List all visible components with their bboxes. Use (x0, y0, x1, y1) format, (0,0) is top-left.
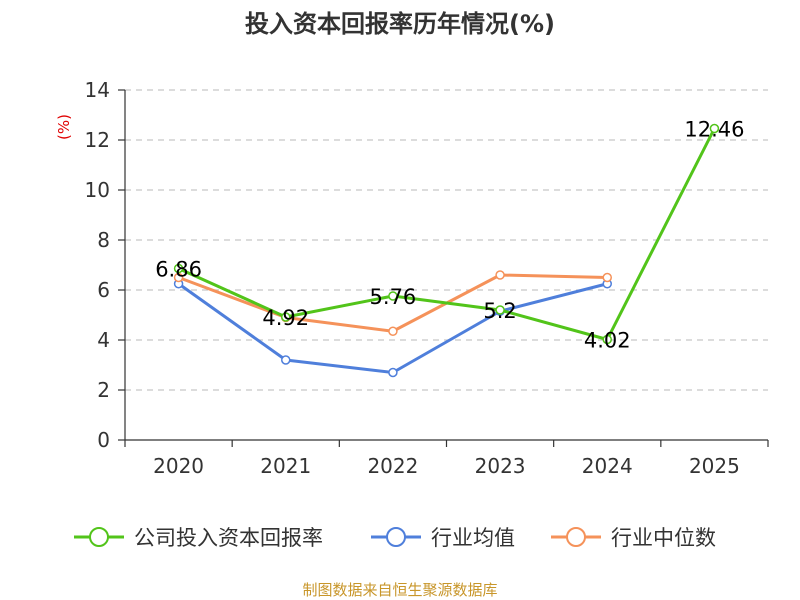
y-tick-label: 8 (97, 228, 110, 252)
x-tick-label: 2023 (475, 454, 526, 478)
legend-marker (566, 527, 586, 547)
x-tick-label: 2025 (689, 454, 740, 478)
data-point (173, 263, 184, 274)
data-label: 5.2 (483, 299, 516, 323)
data-point (173, 272, 184, 283)
data-label: 6.86 (155, 258, 202, 282)
data-point (495, 270, 505, 280)
data-label: 5.76 (370, 285, 417, 309)
legend: 公司投入资本回报率 行业均值 行业中位数 (74, 526, 716, 550)
source-note: 制图数据来自恒生聚源数据库 (302, 581, 497, 599)
data-point (495, 305, 505, 315)
data-point (281, 355, 291, 365)
y-axis-unit: (%) (55, 114, 73, 140)
data-point (388, 367, 398, 378)
legend-label: 行业均值 (431, 526, 515, 550)
data-label: 4.92 (262, 306, 309, 330)
y-tick-label: 12 (85, 128, 110, 152)
chart-title: 投入资本回报率历年情况(%) (245, 10, 555, 38)
y-tick-label: 10 (85, 178, 110, 202)
y-tick-label: 0 (97, 428, 110, 452)
series (173, 123, 720, 378)
data-labels: 6.86 4.92 5.76 5.2 4.02 12.46 (155, 118, 744, 353)
y-tick-label: 6 (97, 278, 110, 302)
x-tick-label: 2021 (260, 454, 311, 478)
data-point (602, 334, 612, 345)
y-tick-label: 14 (85, 78, 110, 102)
x-tick-label: 2022 (367, 454, 418, 478)
x-tick-label: 2020 (153, 454, 204, 478)
data-point (388, 291, 398, 301)
y-tick-label: 4 (97, 328, 110, 352)
axes: 0 2 4 6 8 10 12 14 2020 2021 2022 2023 2024 2025 (85, 78, 769, 478)
legend-marker (89, 527, 109, 547)
legend-label: 公司投入资本回报率 (134, 526, 323, 550)
data-point (602, 272, 612, 283)
grid (125, 89, 768, 391)
data-label: 12.46 (684, 118, 744, 142)
data-point (709, 123, 720, 134)
legend-marker (386, 527, 406, 547)
y-tick-label: 2 (97, 378, 110, 402)
data-label: 4.02 (584, 329, 631, 353)
x-tick-label: 2024 (582, 454, 633, 478)
legend-label: 行业中位数 (611, 526, 716, 550)
data-point (388, 326, 398, 336)
series-line (177, 127, 716, 341)
data-point (281, 312, 291, 322)
